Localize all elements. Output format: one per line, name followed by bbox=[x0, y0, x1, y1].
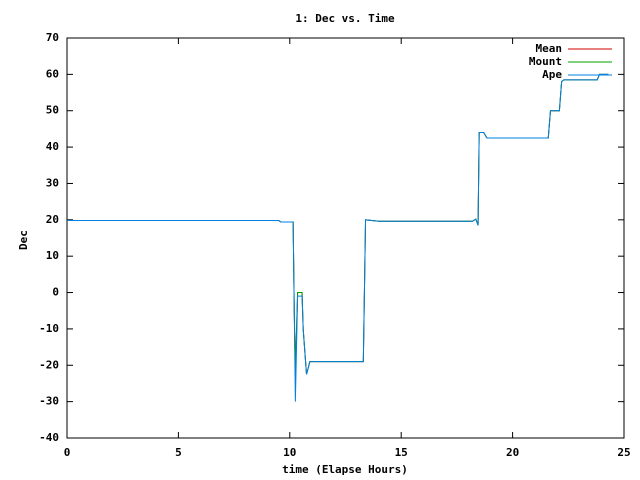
x-tick-label: 15 bbox=[395, 446, 408, 459]
y-tick-label: 0 bbox=[52, 286, 59, 299]
y-axis-label: Dec bbox=[17, 230, 30, 250]
y-tick-label: 40 bbox=[46, 140, 59, 153]
y-tick-label: -30 bbox=[39, 395, 59, 408]
y-tick-label: -40 bbox=[39, 431, 59, 444]
x-tick-label: 20 bbox=[506, 446, 519, 459]
y-tick-label: 30 bbox=[46, 176, 59, 189]
legend-label: Mount bbox=[529, 55, 562, 68]
x-tick-label: 5 bbox=[175, 446, 182, 459]
series-line bbox=[67, 73, 609, 402]
y-tick-label: 60 bbox=[46, 67, 59, 80]
legend-label: Ape bbox=[542, 68, 562, 81]
y-tick-label: -20 bbox=[39, 358, 59, 371]
y-tick-label: -10 bbox=[39, 322, 59, 335]
x-tick-label: 10 bbox=[283, 446, 296, 459]
y-tick-label: 50 bbox=[46, 104, 59, 117]
y-tick-label: 20 bbox=[46, 213, 59, 226]
y-tick-label: 10 bbox=[46, 249, 59, 262]
legend-label: Mean bbox=[536, 42, 563, 55]
plot-frame bbox=[66, 37, 625, 439]
x-tick-label: 0 bbox=[64, 446, 71, 459]
chart-title: 1: Dec vs. Time bbox=[295, 12, 395, 25]
x-axis-label: time (Elapse Hours) bbox=[282, 463, 408, 476]
x-tick-label: 25 bbox=[617, 446, 630, 459]
y-tick-label: 70 bbox=[46, 31, 59, 44]
